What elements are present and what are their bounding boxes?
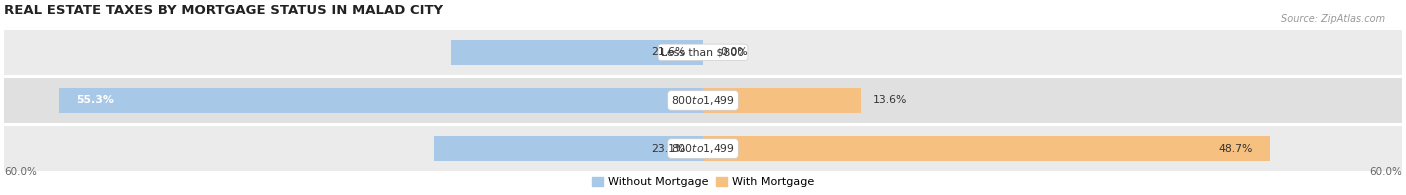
Bar <box>4 30 1402 75</box>
Text: 21.6%: 21.6% <box>651 47 686 57</box>
Text: Source: ZipAtlas.com: Source: ZipAtlas.com <box>1281 14 1385 24</box>
Text: 13.6%: 13.6% <box>873 96 907 105</box>
Text: $800 to $1,499: $800 to $1,499 <box>671 94 735 107</box>
Bar <box>703 88 862 113</box>
Text: REAL ESTATE TAXES BY MORTGAGE STATUS IN MALAD CITY: REAL ESTATE TAXES BY MORTGAGE STATUS IN … <box>4 4 443 17</box>
Bar <box>451 40 703 65</box>
Bar <box>703 136 1270 161</box>
Text: 55.3%: 55.3% <box>76 96 114 105</box>
Bar <box>434 136 703 161</box>
Text: Less than $800: Less than $800 <box>661 47 745 57</box>
Text: 60.0%: 60.0% <box>1369 168 1402 177</box>
Text: 0.0%: 0.0% <box>720 47 748 57</box>
Legend: Without Mortgage, With Mortgage: Without Mortgage, With Mortgage <box>588 173 818 192</box>
Text: 48.7%: 48.7% <box>1219 144 1253 153</box>
Bar <box>59 88 703 113</box>
Text: $800 to $1,499: $800 to $1,499 <box>671 142 735 155</box>
Bar <box>4 78 1402 123</box>
Text: 23.1%: 23.1% <box>651 144 686 153</box>
Bar <box>4 126 1402 171</box>
Text: 60.0%: 60.0% <box>4 168 37 177</box>
